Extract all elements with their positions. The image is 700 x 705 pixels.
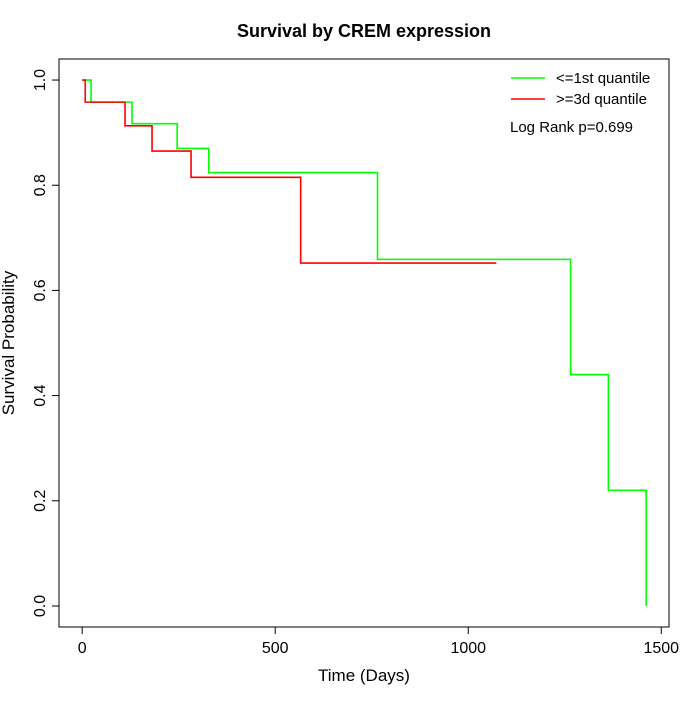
y-tick-label: 0.2 <box>32 490 49 512</box>
x-axis: 0 500 1000 1500 <box>78 626 679 657</box>
y-tick-label: 1.0 <box>32 69 49 91</box>
x-tick-label: 1500 <box>643 640 679 657</box>
log-rank-annotation: Log Rank p=0.699 <box>510 119 633 136</box>
y-tick-label: 0.4 <box>32 384 49 406</box>
plot-frame <box>58 58 670 628</box>
x-axis-label: Time (Days) <box>318 666 410 685</box>
y-axis: 0.0 0.2 0.4 0.6 0.8 1.0 <box>32 69 60 617</box>
y-axis-label: Survival Probability <box>0 270 18 415</box>
legend-label-high: >=3d quantile <box>556 91 647 108</box>
y-tick-label: 0.8 <box>32 174 49 196</box>
y-tick-label: 0.0 <box>32 595 49 617</box>
series-line-low-quantile <box>82 79 648 606</box>
series-line-high-quantile <box>82 79 497 264</box>
legend: <=1st quantile >=3d quantile <box>511 70 650 108</box>
x-tick-label: 1000 <box>450 640 486 657</box>
legend-label-low: <=1st quantile <box>556 70 650 87</box>
y-tick-label: 0.6 <box>32 279 49 301</box>
x-tick-label: 0 <box>78 640 87 657</box>
chart-title: Survival by CREM expression <box>237 21 491 41</box>
x-tick-label: 500 <box>262 640 289 657</box>
series-group <box>82 79 648 606</box>
